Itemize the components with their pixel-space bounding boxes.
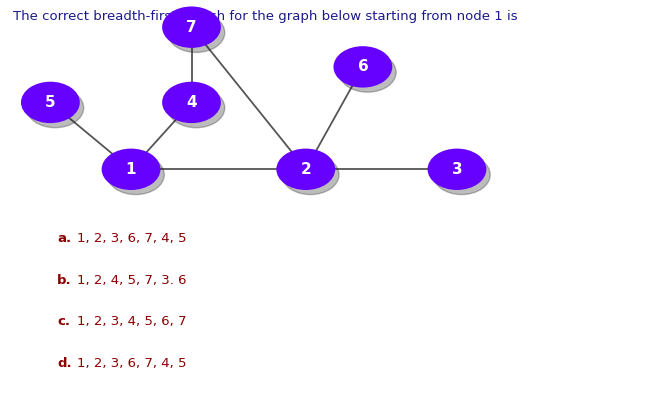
Text: 3: 3 bbox=[452, 162, 462, 177]
Ellipse shape bbox=[26, 88, 83, 128]
Ellipse shape bbox=[334, 47, 391, 87]
Text: 1, 2, 4, 5, 7, 3. 6: 1, 2, 4, 5, 7, 3. 6 bbox=[77, 273, 187, 287]
Text: 5: 5 bbox=[45, 95, 56, 110]
Text: b.: b. bbox=[57, 273, 72, 287]
Ellipse shape bbox=[163, 83, 220, 122]
Ellipse shape bbox=[429, 150, 485, 189]
Ellipse shape bbox=[30, 232, 44, 244]
Text: 1, 2, 3, 6, 7, 4, 5: 1, 2, 3, 6, 7, 4, 5 bbox=[77, 232, 187, 245]
Text: 7: 7 bbox=[186, 20, 197, 35]
Text: 1, 2, 3, 4, 5, 6, 7: 1, 2, 3, 4, 5, 6, 7 bbox=[77, 315, 187, 329]
Text: 6: 6 bbox=[358, 59, 368, 74]
Ellipse shape bbox=[433, 155, 491, 195]
Ellipse shape bbox=[339, 53, 396, 92]
Text: The correct breadth-first search for the graph below starting from node 1 is: The correct breadth-first search for the… bbox=[13, 10, 518, 23]
Ellipse shape bbox=[30, 274, 44, 286]
Text: 1: 1 bbox=[126, 162, 136, 177]
Ellipse shape bbox=[282, 155, 339, 195]
Text: 4: 4 bbox=[186, 95, 197, 110]
Text: 1, 2, 3, 6, 7, 4, 5: 1, 2, 3, 6, 7, 4, 5 bbox=[77, 357, 187, 370]
Ellipse shape bbox=[167, 13, 224, 53]
Ellipse shape bbox=[163, 7, 220, 47]
Text: a.: a. bbox=[57, 232, 71, 245]
Ellipse shape bbox=[102, 150, 160, 189]
Ellipse shape bbox=[277, 150, 334, 189]
Ellipse shape bbox=[167, 88, 224, 128]
Ellipse shape bbox=[107, 155, 164, 195]
Ellipse shape bbox=[22, 83, 79, 122]
Ellipse shape bbox=[30, 316, 44, 328]
Text: c.: c. bbox=[57, 315, 70, 329]
Ellipse shape bbox=[30, 358, 44, 370]
Text: d.: d. bbox=[57, 357, 72, 370]
Text: 2: 2 bbox=[300, 162, 311, 177]
